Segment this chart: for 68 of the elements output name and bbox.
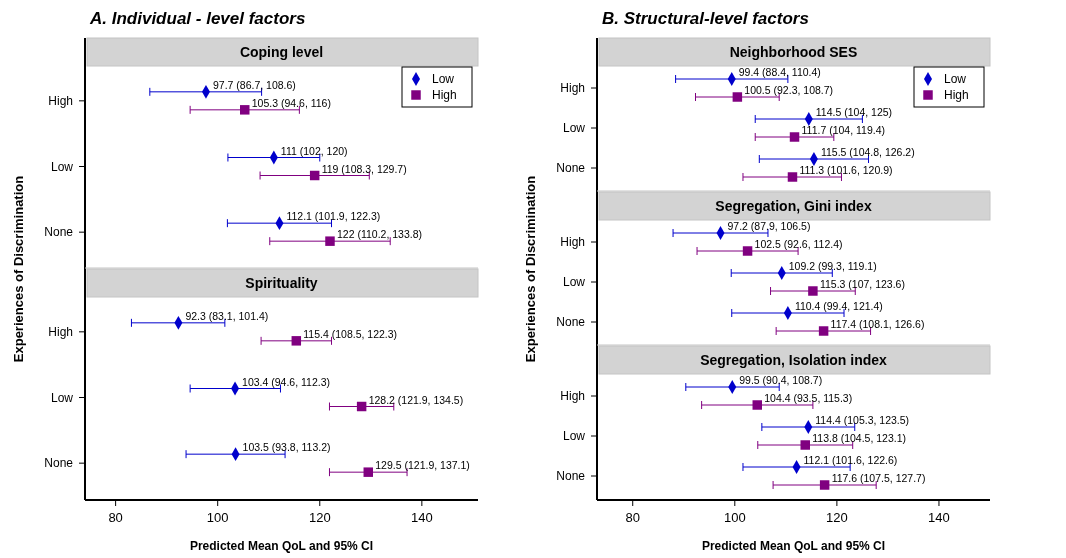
data-label: 102.5 (92.6, 112.4) (754, 238, 843, 250)
y-tick-label: High (560, 389, 585, 403)
x-tick-label: 80 (108, 510, 123, 525)
chart-subtitle: Spirituality (245, 275, 318, 291)
chart-subtitle: Segregation, Isolation index (700, 352, 888, 368)
legend-label: Low (944, 72, 967, 86)
x-tick-label: 120 (308, 510, 331, 525)
data-label: 97.2 (87.9, 106.5) (727, 220, 811, 232)
data-label: 104.4 (93.5, 115.3) (764, 392, 853, 404)
data-label: 114.4 (105.3, 123.5) (815, 414, 910, 426)
chart-subtitle: Segregation, Gini index (715, 198, 872, 214)
data-label: 117.4 (108.1, 126.6) (830, 318, 925, 330)
chart-title: B. Structural-level factors (602, 9, 809, 28)
data-label: 114.5 (104, 125) (815, 106, 893, 118)
legend-label: Low (432, 72, 455, 86)
x-tick-label: 80 (625, 510, 640, 525)
data-label: 128.2 (121.9, 134.5) (368, 393, 464, 406)
data-label: 99.5 (90.4, 108.7) (739, 374, 823, 386)
y-tick-label: None (556, 161, 586, 175)
data-label: 122 (110.2, 133.8) (336, 228, 423, 241)
y-tick-label: None (44, 456, 74, 471)
data-label: 111.3 (101.6, 120.9) (799, 164, 893, 176)
x-tick-label: 100 (723, 510, 746, 525)
x-tick-label: 140 (928, 510, 950, 525)
data-label: 129.5 (121.9, 137.1) (375, 459, 470, 472)
data-label: 97.7 (86.7, 108.6) (212, 78, 296, 91)
data-label: 110.4 (99.4, 121.4) (794, 300, 883, 312)
data-label: 113.8 (104.5, 123.1) (812, 432, 907, 444)
y-tick-label: None (556, 315, 586, 329)
chart-subtitle: Coping level (239, 44, 324, 60)
y-tick-label: High (560, 81, 585, 95)
data-label: 112.1 (101.6, 122.6) (803, 454, 898, 466)
data-label: 119 (108.3, 129.7) (321, 162, 407, 175)
y-tick-label: Low (562, 121, 586, 135)
x-axis-title: Predicted Mean QoL and 95% CI (701, 539, 886, 553)
data-label: 103.5 (93.8, 113.2) (242, 441, 331, 454)
y-tick-label: Low (50, 159, 74, 174)
y-tick-label: High (560, 235, 585, 249)
data-label: 117.6 (107.5, 127.7) (831, 472, 926, 484)
y-axis-title: Experiences of Discrimination (11, 175, 26, 363)
data-label: 99.4 (88.4, 110.4) (738, 66, 821, 78)
chart-subtitle: Neighborhood SES (729, 44, 858, 60)
x-tick-label: 120 (826, 510, 848, 525)
chart-title: A. Individual - level factors (89, 9, 306, 28)
x-tick-label: 100 (206, 510, 229, 525)
data-label: 111 (102, 120) (280, 144, 348, 157)
data-label: 115.3 (107, 123.6) (819, 278, 905, 290)
data-label: 92.3 (83.1, 101.4) (185, 309, 269, 322)
data-label: 103.4 (94.6, 112.3) (242, 375, 331, 388)
data-label: 111.7 (104, 119.4) (801, 124, 886, 136)
y-tick-label: None (44, 225, 74, 240)
data-label: 109.2 (99.3, 119.1) (788, 260, 877, 272)
y-tick-label: Low (562, 429, 586, 443)
y-tick-label: Low (562, 275, 586, 289)
y-tick-label: High (48, 93, 73, 108)
legend-label: High (432, 88, 457, 102)
data-label: 112.1 (101.9, 122.3) (286, 210, 381, 223)
y-tick-label: Low (50, 390, 74, 405)
data-label: 100.5 (92.3, 108.7) (744, 84, 834, 96)
legend-label: High (944, 88, 969, 102)
data-label: 115.4 (108.5, 122.3) (303, 327, 398, 340)
y-tick-label: High (48, 324, 73, 339)
data-label: 115.5 (104.8, 126.2) (820, 146, 915, 158)
y-tick-label: None (556, 469, 586, 483)
y-axis-title: Experiences of Discrimination (523, 175, 538, 363)
x-axis-title: Predicted Mean QoL and 95% CI (189, 539, 374, 553)
x-tick-label: 140 (411, 510, 433, 525)
data-label: 105.3 (94.6, 116) (251, 96, 331, 109)
